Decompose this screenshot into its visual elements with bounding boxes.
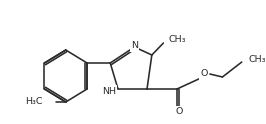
Text: N: N: [131, 42, 138, 50]
Text: CH₃: CH₃: [168, 35, 186, 45]
Text: NH: NH: [102, 87, 116, 95]
Text: O: O: [175, 108, 182, 117]
Text: CH₃: CH₃: [248, 55, 266, 63]
Text: H₃C: H₃C: [25, 97, 43, 107]
Text: O: O: [200, 69, 208, 78]
